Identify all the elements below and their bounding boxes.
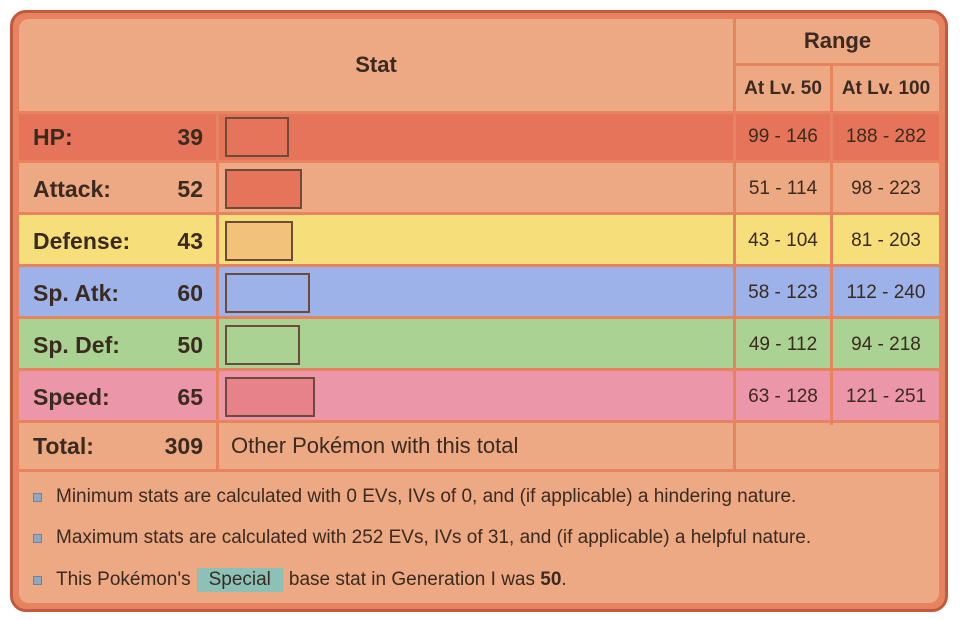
stat-name: HP: [33, 123, 73, 150]
divider [19, 212, 939, 215]
divider [736, 63, 939, 66]
range-lv50: 58 - 123 [748, 282, 818, 303]
special-end: . [561, 569, 567, 590]
divider [733, 19, 736, 469]
range-lv50: 51 - 114 [748, 178, 818, 199]
stat-value: 60 [177, 279, 203, 306]
stat-bar [225, 377, 315, 417]
stat-value: 52 [177, 175, 203, 202]
lv50-column-header: At Lv. 50 [744, 77, 822, 99]
base-stats-panel: Stat Range At Lv. 50 At Lv. 100 HP: 39 99 … [10, 10, 948, 612]
bullet-icon [33, 575, 42, 585]
range-lv100: 81 - 203 [851, 230, 921, 251]
stat-bar [225, 169, 302, 209]
divider [19, 368, 939, 371]
divider [19, 420, 939, 423]
range-lv50: 99 - 146 [748, 126, 818, 147]
stat-name: Sp. Atk: [33, 279, 120, 306]
stat-name: Speed: [33, 383, 110, 410]
min-stats-text: Minimum stats are calculated with 0 EVs,… [56, 486, 797, 507]
total-row: Total: 309 Other Pokémon with this total [19, 423, 939, 469]
stat-bar-area [219, 163, 733, 215]
stat-value: 65 [177, 383, 203, 410]
bullet-icon [33, 492, 42, 502]
stat-bar-area [219, 215, 733, 267]
stat-row: Sp. Atk: 60 58 - 123 112 - 240 [19, 267, 939, 319]
stat-row: HP: 39 99 - 146 188 - 282 [19, 111, 939, 163]
stat-row: Attack: 52 51 - 114 98 - 223 [19, 163, 939, 215]
special-prefix-text: This Pokémon's [56, 569, 191, 590]
special-tag-link[interactable]: Special [196, 568, 283, 592]
special-suffix-text: base stat in Generation I was [288, 569, 535, 590]
stat-row: Sp. Def: 50 49 - 112 94 - 218 [19, 319, 939, 371]
divider [216, 111, 219, 469]
range-lv100: 98 - 223 [851, 178, 921, 199]
notes-section: Minimum stats are calculated with 0 EVs,… [19, 472, 939, 603]
stat-name: Defense: [33, 227, 131, 254]
stat-name: Attack: [33, 175, 111, 202]
total-label: Total: [33, 432, 94, 459]
lv100-column-header: At Lv. 100 [841, 77, 931, 99]
stat-bar-area [219, 319, 733, 371]
stat-value: 39 [177, 123, 203, 150]
stat-bar-area [219, 111, 733, 163]
stat-bar [225, 325, 300, 365]
stat-bar [225, 221, 293, 261]
divider [19, 264, 939, 267]
stat-bar [225, 273, 310, 313]
range-lv100: 188 - 282 [845, 126, 927, 147]
total-value: 309 [164, 432, 203, 459]
stat-row: Defense: 43 43 - 104 81 - 203 [19, 215, 939, 267]
stat-bar-area [219, 371, 733, 423]
range-lv100: 94 - 218 [851, 334, 921, 355]
stat-row: Speed: 65 63 - 128 121 - 251 [19, 371, 939, 423]
max-stats-note: Maximum stats are calculated with 252 EV… [33, 527, 811, 549]
base-stats-table: Stat Range At Lv. 50 At Lv. 100 HP: 39 99 … [19, 19, 939, 603]
range-lv100: 121 - 251 [845, 386, 927, 407]
other-pokemon-with-total-link[interactable]: Other Pokémon with this total [231, 433, 519, 458]
range-lv100: 112 - 240 [846, 282, 926, 303]
stat-name: Sp. Def: [33, 331, 120, 358]
range-lv50: 49 - 112 [748, 334, 818, 355]
divider [830, 63, 833, 425]
min-stats-note: Minimum stats are calculated with 0 EVs,… [33, 486, 796, 508]
range-lv50: 63 - 128 [748, 386, 818, 407]
stat-bar [225, 117, 289, 157]
divider [19, 316, 939, 319]
stat-value: 50 [177, 331, 203, 358]
max-stats-text: Maximum stats are calculated with 252 EV… [56, 527, 812, 548]
special-stat-note: This Pokémon's Special base stat in Gene… [33, 568, 567, 592]
divider [19, 111, 939, 114]
range-column-header: Range [803, 28, 872, 53]
bullet-icon [33, 533, 42, 543]
divider [19, 160, 939, 163]
range-lv50: 43 - 104 [748, 230, 818, 251]
stat-bar-area [219, 267, 733, 319]
special-value: 50 [540, 569, 562, 590]
divider [19, 469, 939, 472]
stat-value: 43 [177, 227, 203, 254]
stat-column-header: Stat [355, 52, 397, 77]
